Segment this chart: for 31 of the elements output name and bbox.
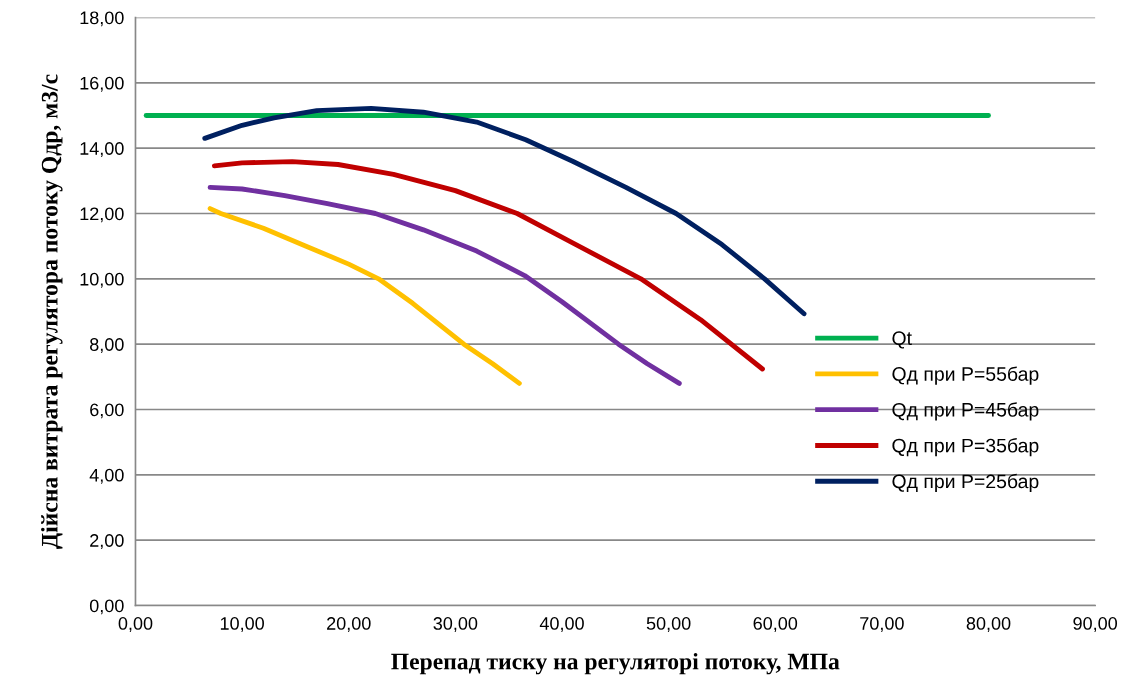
line-series bbox=[207, 206, 522, 386]
x-axis-title: Перепад тиску на регуляторі потоку, МПа bbox=[391, 652, 840, 675]
y-tick-label: 12,00 bbox=[80, 207, 124, 223]
line-series bbox=[202, 105, 807, 317]
y-tick-label: 10,00 bbox=[80, 272, 124, 288]
x-tick-label: 80,00 bbox=[966, 617, 1011, 633]
x-tick-label: 50,00 bbox=[646, 617, 691, 633]
legend-label: Qд при P=55бар bbox=[892, 366, 1039, 385]
x-tick-label: 70,00 bbox=[860, 617, 904, 633]
legend-label: Qt bbox=[892, 331, 912, 349]
x-tick-label: 90,00 bbox=[1073, 617, 1118, 633]
legend-label: Qд при P=25бар bbox=[892, 473, 1039, 493]
legend-label: Qд при P=45бар bbox=[892, 402, 1039, 421]
legend-label: Qд при P=35бар bbox=[892, 438, 1039, 457]
line-series bbox=[211, 159, 765, 372]
x-tick-label: 60,00 bbox=[753, 617, 798, 633]
y-tick-label: 2,00 bbox=[90, 534, 124, 550]
x-tick-label: 40,00 bbox=[539, 617, 584, 633]
y-tick-label: 0,00 bbox=[89, 599, 124, 615]
y-tick-label: 16,00 bbox=[80, 76, 124, 92]
x-tick-label: 20,00 bbox=[327, 617, 371, 633]
x-tick-label: 0,00 bbox=[118, 617, 153, 633]
line-series bbox=[207, 184, 682, 386]
y-tick-label: 14,00 bbox=[80, 142, 124, 158]
y-axis-title: Дійсна витрата регулятора потоку Qдр, м3/с bbox=[41, 74, 63, 549]
y-tick-label: 8,00 bbox=[90, 338, 124, 354]
y-tick-label: 6,00 bbox=[90, 403, 124, 419]
x-tick-label: 30,00 bbox=[433, 617, 478, 633]
y-tick-label: 4,00 bbox=[89, 468, 124, 484]
x-tick-label: 10,00 bbox=[220, 617, 264, 633]
y-tick-label: 18,00 bbox=[80, 11, 124, 27]
